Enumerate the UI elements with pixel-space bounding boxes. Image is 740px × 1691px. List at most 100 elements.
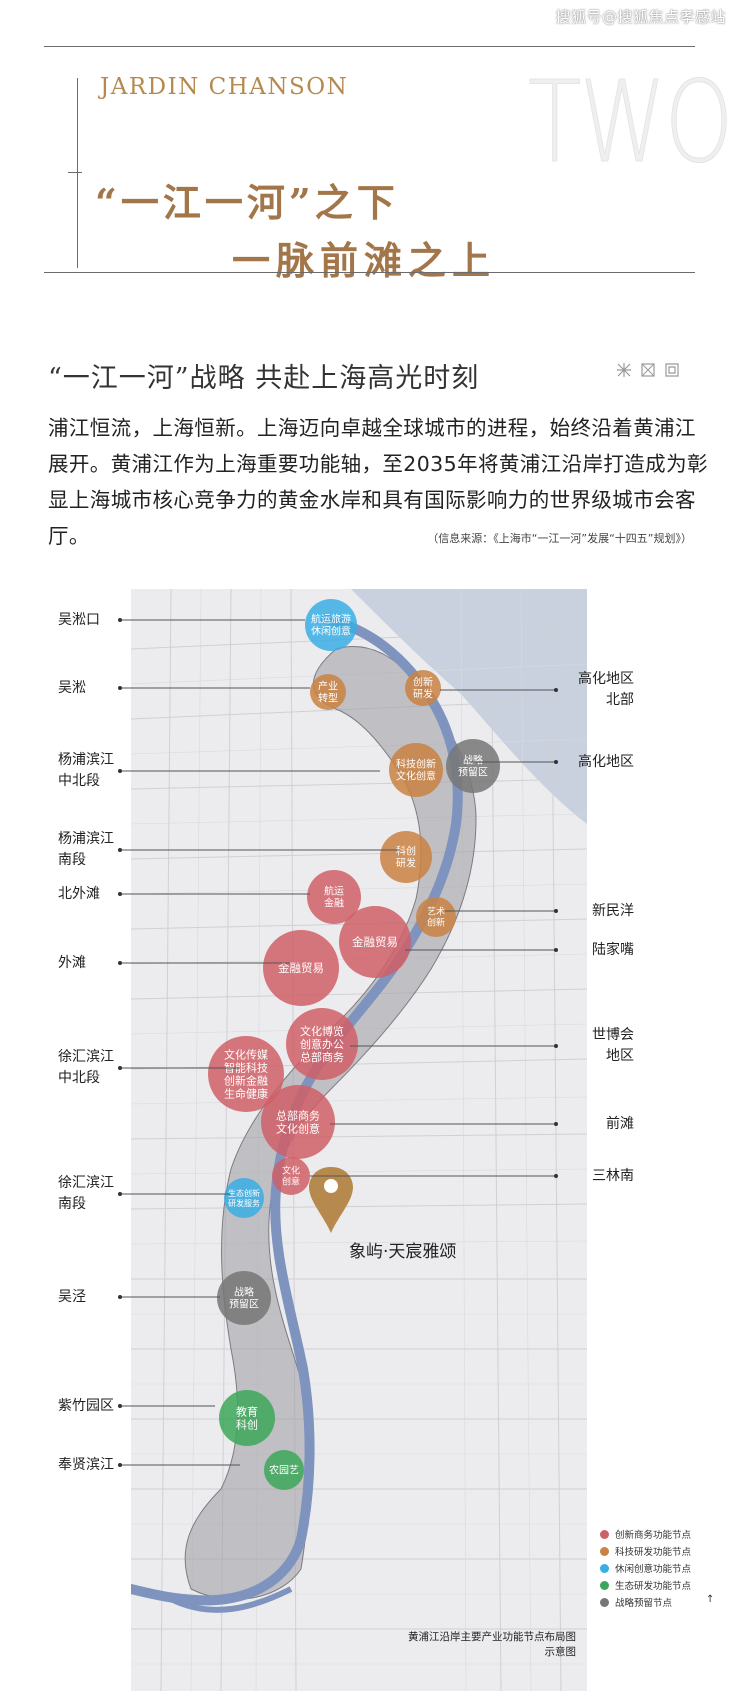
district-label-line: 南段 <box>58 1196 86 1212</box>
node-label: 转型 <box>318 692 338 705</box>
ornament-icon <box>617 363 631 377</box>
legend-swatch <box>600 1563 609 1573</box>
node-label: 创新 <box>427 917 445 929</box>
legend: 创新商务功能节点 科技研发功能节点休闲创意功能节点 生态研发功能节点 战略预留节点 <box>600 1527 691 1612</box>
district-label-yangpu-north: 杨浦滨江 中北段 <box>58 750 114 792</box>
district-label-line: 徐汇滨江 <box>58 1049 114 1065</box>
node-circle <box>272 1157 310 1195</box>
map-canvas: 象屿·天宸雅颂 航运旅游休闲创意产业转型创新研发科技创新文化创意战略预留区科创研… <box>131 589 587 1691</box>
district-label-gaohua-north: 高化地区 北部 <box>578 669 634 711</box>
leader-dot <box>118 892 122 896</box>
ornament-icon <box>641 363 655 377</box>
node-label: 艺术 <box>427 906 445 918</box>
district-label-line: 世博会 <box>592 1027 634 1043</box>
node-label: 创意 <box>282 1176 300 1188</box>
district-label-line: 吴泾 <box>58 1288 86 1305</box>
district-label-xuhui-south: 徐汇滨江 南段 <box>58 1173 114 1215</box>
section-number: TWO <box>528 58 734 189</box>
district-label-wusongkou: 吴淞口 <box>58 610 100 631</box>
map-caption-line-2: 示意图 <box>544 1646 577 1658</box>
corner-mark: ↑ <box>706 1594 715 1605</box>
leader-dot <box>118 769 122 773</box>
node-circle <box>261 1085 335 1159</box>
district-label-line: 中北段 <box>58 773 100 789</box>
district-label-line: 新民洋 <box>592 902 634 919</box>
section-body: 浦江恒流，上海恒新。上海迈向卓越全球城市的进程，始终沿着黄浦江展开。黄浦江作为上… <box>48 416 708 548</box>
function-node-business: 金融贸易 <box>339 906 411 978</box>
headline-line-2: 一脉前滩之上 <box>232 238 497 283</box>
legend-item: 创新商务功能节点 <box>600 1527 691 1541</box>
node-label: 航运 <box>324 885 344 898</box>
node-label: 预留区 <box>458 766 488 779</box>
leader-dot <box>118 848 122 852</box>
district-label-expo: 世博会 地区 <box>592 1025 634 1067</box>
map-caption: 黄浦江沿岸主要产业功能节点布局图 示意图 <box>406 1630 576 1660</box>
node-label: 金融贸易 <box>278 961 324 975</box>
district-label-lujiazui: 陆家嘴 <box>592 940 634 961</box>
node-label: 创意办公 <box>300 1037 344 1051</box>
leader-dot <box>118 1192 122 1196</box>
district-label-wusong: 吴淞 <box>58 678 86 699</box>
legend-item: 生态研发功能节点 <box>600 1578 691 1592</box>
district-label-line: 吴淞口 <box>58 611 100 628</box>
node-circle <box>380 831 432 883</box>
node-circle <box>305 599 357 651</box>
ornament-icon <box>665 363 679 377</box>
leader-dot <box>118 1295 122 1299</box>
leader-dot <box>118 1404 122 1408</box>
legend-label: 战略预留节点 <box>615 1598 673 1609</box>
node-circle <box>286 1008 358 1080</box>
district-label-xuhui-north: 徐汇滨江 中北段 <box>58 1047 114 1089</box>
legend-label: 科技研发功能节点 <box>615 1547 692 1558</box>
node-label: 研发服务 <box>228 1198 260 1208</box>
node-label: 休闲创意 <box>311 625 351 638</box>
node-circle <box>224 1178 264 1218</box>
district-label-wujing: 吴泾 <box>58 1287 86 1308</box>
legend-label: 创新商务功能节点 <box>615 1530 692 1541</box>
district-label-zizhu: 紫竹园区 <box>58 1396 114 1417</box>
node-label: 科创 <box>236 1417 258 1431</box>
node-label: 智能科技 <box>224 1060 268 1074</box>
district-label-line: 徐汇滨江 <box>58 1175 114 1191</box>
district-label-line: 高化地区 <box>578 753 634 770</box>
node-label: 金融 <box>324 897 344 910</box>
node-label: 生态创新 <box>228 1188 260 1198</box>
node-label: 文化传媒 <box>224 1047 268 1061</box>
node-label: 文化 <box>282 1165 300 1177</box>
leader-dot <box>118 961 122 965</box>
node-label: 战略 <box>463 754 483 767</box>
district-label-line: 三林南 <box>592 1167 634 1184</box>
district-label-sanlinnan: 三林南 <box>592 1166 634 1187</box>
legend-item: 休闲创意功能节点 <box>600 1561 691 1575</box>
district-label-line: 前滩 <box>606 1115 634 1132</box>
node-label: 农园艺 <box>269 1464 299 1477</box>
district-label-line: 北部 <box>606 692 634 708</box>
project-marker-icon <box>309 1167 353 1233</box>
node-label: 文化创意 <box>276 1121 320 1135</box>
section-title: “一江一河”战略 共赴上海高光时刻 <box>48 363 480 394</box>
node-circle <box>339 906 411 978</box>
node-label: 研发 <box>413 688 433 701</box>
district-label-line: 南段 <box>58 852 86 868</box>
district-label-qiantan: 前滩 <box>606 1114 634 1135</box>
node-label: 研发 <box>396 857 416 870</box>
leader-dot <box>118 618 122 622</box>
node-label: 产业 <box>318 680 338 693</box>
node-layer: 航运旅游休闲创意产业转型创新研发科技创新文化创意战略预留区科创研发航运金融艺术创… <box>208 599 500 1490</box>
brand-name: JARDIN CHANSON <box>100 74 349 100</box>
district-label-line: 北外滩 <box>58 885 100 902</box>
node-label: 金融贸易 <box>352 935 398 949</box>
node-circle <box>405 670 441 706</box>
node-label: 创新 <box>413 676 433 689</box>
project-label: 象屿·天宸雅颂 <box>349 1242 456 1262</box>
